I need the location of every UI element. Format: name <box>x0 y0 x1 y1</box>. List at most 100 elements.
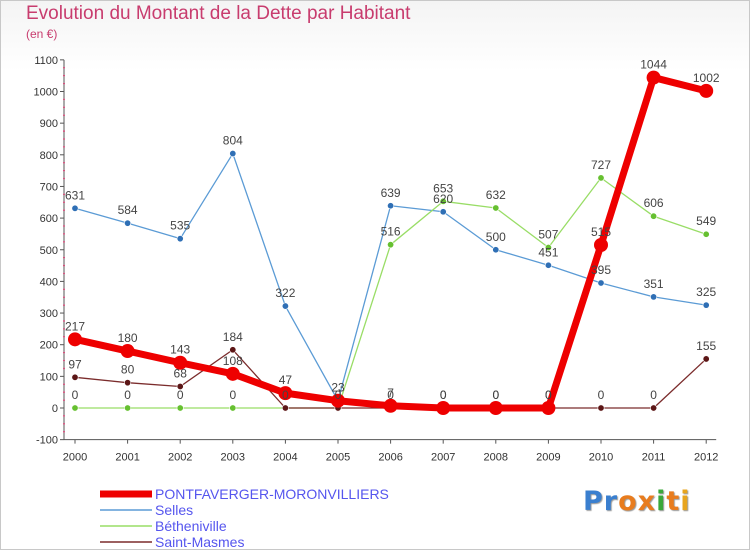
data-point <box>229 346 237 354</box>
y-minor-tick <box>63 177 65 180</box>
data-point <box>439 208 447 216</box>
y-minor-tick <box>63 106 65 109</box>
data-label: 47 <box>279 373 293 387</box>
data-point <box>281 404 289 412</box>
y-minor-tick <box>63 74 65 77</box>
y-minor-tick <box>63 264 65 267</box>
data-label: 606 <box>644 196 664 210</box>
y-minor-tick <box>63 240 65 243</box>
data-label: 80 <box>121 363 135 377</box>
data-point <box>597 174 605 182</box>
y-minor-tick <box>63 422 65 425</box>
x-tick-label: 2007 <box>431 452 455 464</box>
y-minor-tick <box>63 320 65 322</box>
data-label: 0 <box>335 388 342 402</box>
x-tick-label: 2005 <box>326 452 350 464</box>
data-label: 0 <box>545 388 552 402</box>
y-tick-label: 300 <box>40 308 58 320</box>
data-label: 0 <box>492 388 499 402</box>
data-point <box>646 70 661 85</box>
y-minor-tick <box>63 399 65 401</box>
logo-letter: i <box>680 486 691 517</box>
data-point <box>436 401 451 415</box>
data-point <box>124 379 132 387</box>
data-label: 0 <box>440 388 447 402</box>
chart-unit: (en €) <box>26 27 58 41</box>
data-point <box>650 404 658 412</box>
data-point <box>650 293 658 301</box>
data-label: 653 <box>433 181 453 195</box>
data-label: 515 <box>591 225 611 239</box>
y-minor-tick <box>63 98 65 101</box>
data-label: 727 <box>591 158 611 172</box>
data-label: 0 <box>72 388 79 402</box>
data-label: 0 <box>282 388 289 402</box>
data-label: 217 <box>65 319 85 333</box>
y-tick-label: 900 <box>40 118 58 130</box>
logo-letter: o <box>618 486 638 517</box>
y-minor-tick <box>63 201 65 204</box>
data-labels: 631 584 535 804 322 23 639 620 500 451 395 351 325 0 0… <box>65 58 720 402</box>
y-minor-tick <box>63 383 65 386</box>
y-minor-tick <box>63 335 65 338</box>
data-label: 143 <box>170 343 190 357</box>
y-minor-tick <box>63 66 65 69</box>
data-point <box>173 355 188 370</box>
series-b-theniville <box>71 174 710 412</box>
data-point <box>176 404 184 412</box>
logo-letter: x <box>637 486 657 517</box>
x-tick-label: 2011 <box>642 452 666 464</box>
x-tick-label: 2009 <box>536 452 560 464</box>
chart-title: Evolution du Montant de la Dette par Hab… <box>26 3 411 24</box>
x-tick-label: 2008 <box>484 452 508 464</box>
legend: PONTFAVERGER-MORONVILLIERSSellesBétheniv… <box>100 486 389 550</box>
data-label: 451 <box>538 245 558 259</box>
y-tick-label: 400 <box>40 276 58 288</box>
y-minor-tick <box>63 415 65 417</box>
y-minor-tick <box>63 391 65 394</box>
data-label: 0 <box>387 388 394 402</box>
x-tick-label: 2006 <box>378 452 402 464</box>
y-minor-tick <box>63 327 65 330</box>
data-label: 322 <box>275 286 295 300</box>
x-tick-label: 2004 <box>273 452 297 464</box>
data-label: 632 <box>486 188 506 202</box>
x-tick-label: 2000 <box>63 452 87 464</box>
data-point <box>176 382 184 390</box>
y-tick-label: -100 <box>36 435 58 447</box>
proxiti-logo: Proxiti <box>583 486 691 517</box>
data-label: 351 <box>644 277 664 291</box>
data-label: 0 <box>545 388 552 402</box>
data-point <box>702 355 710 363</box>
data-label: 620 <box>433 192 453 206</box>
data-label: 0 <box>177 388 184 402</box>
legend-label: Bétheniville <box>155 518 227 534</box>
series-selles <box>71 150 710 405</box>
data-label: 395 <box>591 263 611 277</box>
data-label: 325 <box>696 285 716 299</box>
legend-item: Selles <box>100 502 193 518</box>
data-label: 0 <box>492 388 499 402</box>
legend-item: Bétheniville <box>100 518 227 534</box>
data-point <box>124 219 132 227</box>
y-minor-tick <box>63 161 65 164</box>
y-tick-label: 1000 <box>34 87 58 99</box>
data-label: 535 <box>170 219 190 233</box>
legend-item: Saint-Masmes <box>100 534 244 550</box>
data-label: 184 <box>223 330 243 344</box>
data-label: 584 <box>118 203 138 217</box>
data-label: 108 <box>223 354 243 368</box>
data-point <box>387 241 395 249</box>
y-tick-label: 200 <box>40 340 58 352</box>
data-point <box>541 401 556 415</box>
data-point <box>68 332 82 347</box>
data-label: 0 <box>124 388 131 402</box>
data-label: 180 <box>118 331 138 345</box>
y-minor-tick <box>63 130 65 132</box>
data-point <box>71 204 79 212</box>
y-minor-tick <box>63 351 65 354</box>
data-point <box>702 301 710 309</box>
data-label: 1002 <box>693 71 720 85</box>
x-tick-label: 2002 <box>168 452 192 464</box>
y-minor-tick <box>63 296 65 299</box>
